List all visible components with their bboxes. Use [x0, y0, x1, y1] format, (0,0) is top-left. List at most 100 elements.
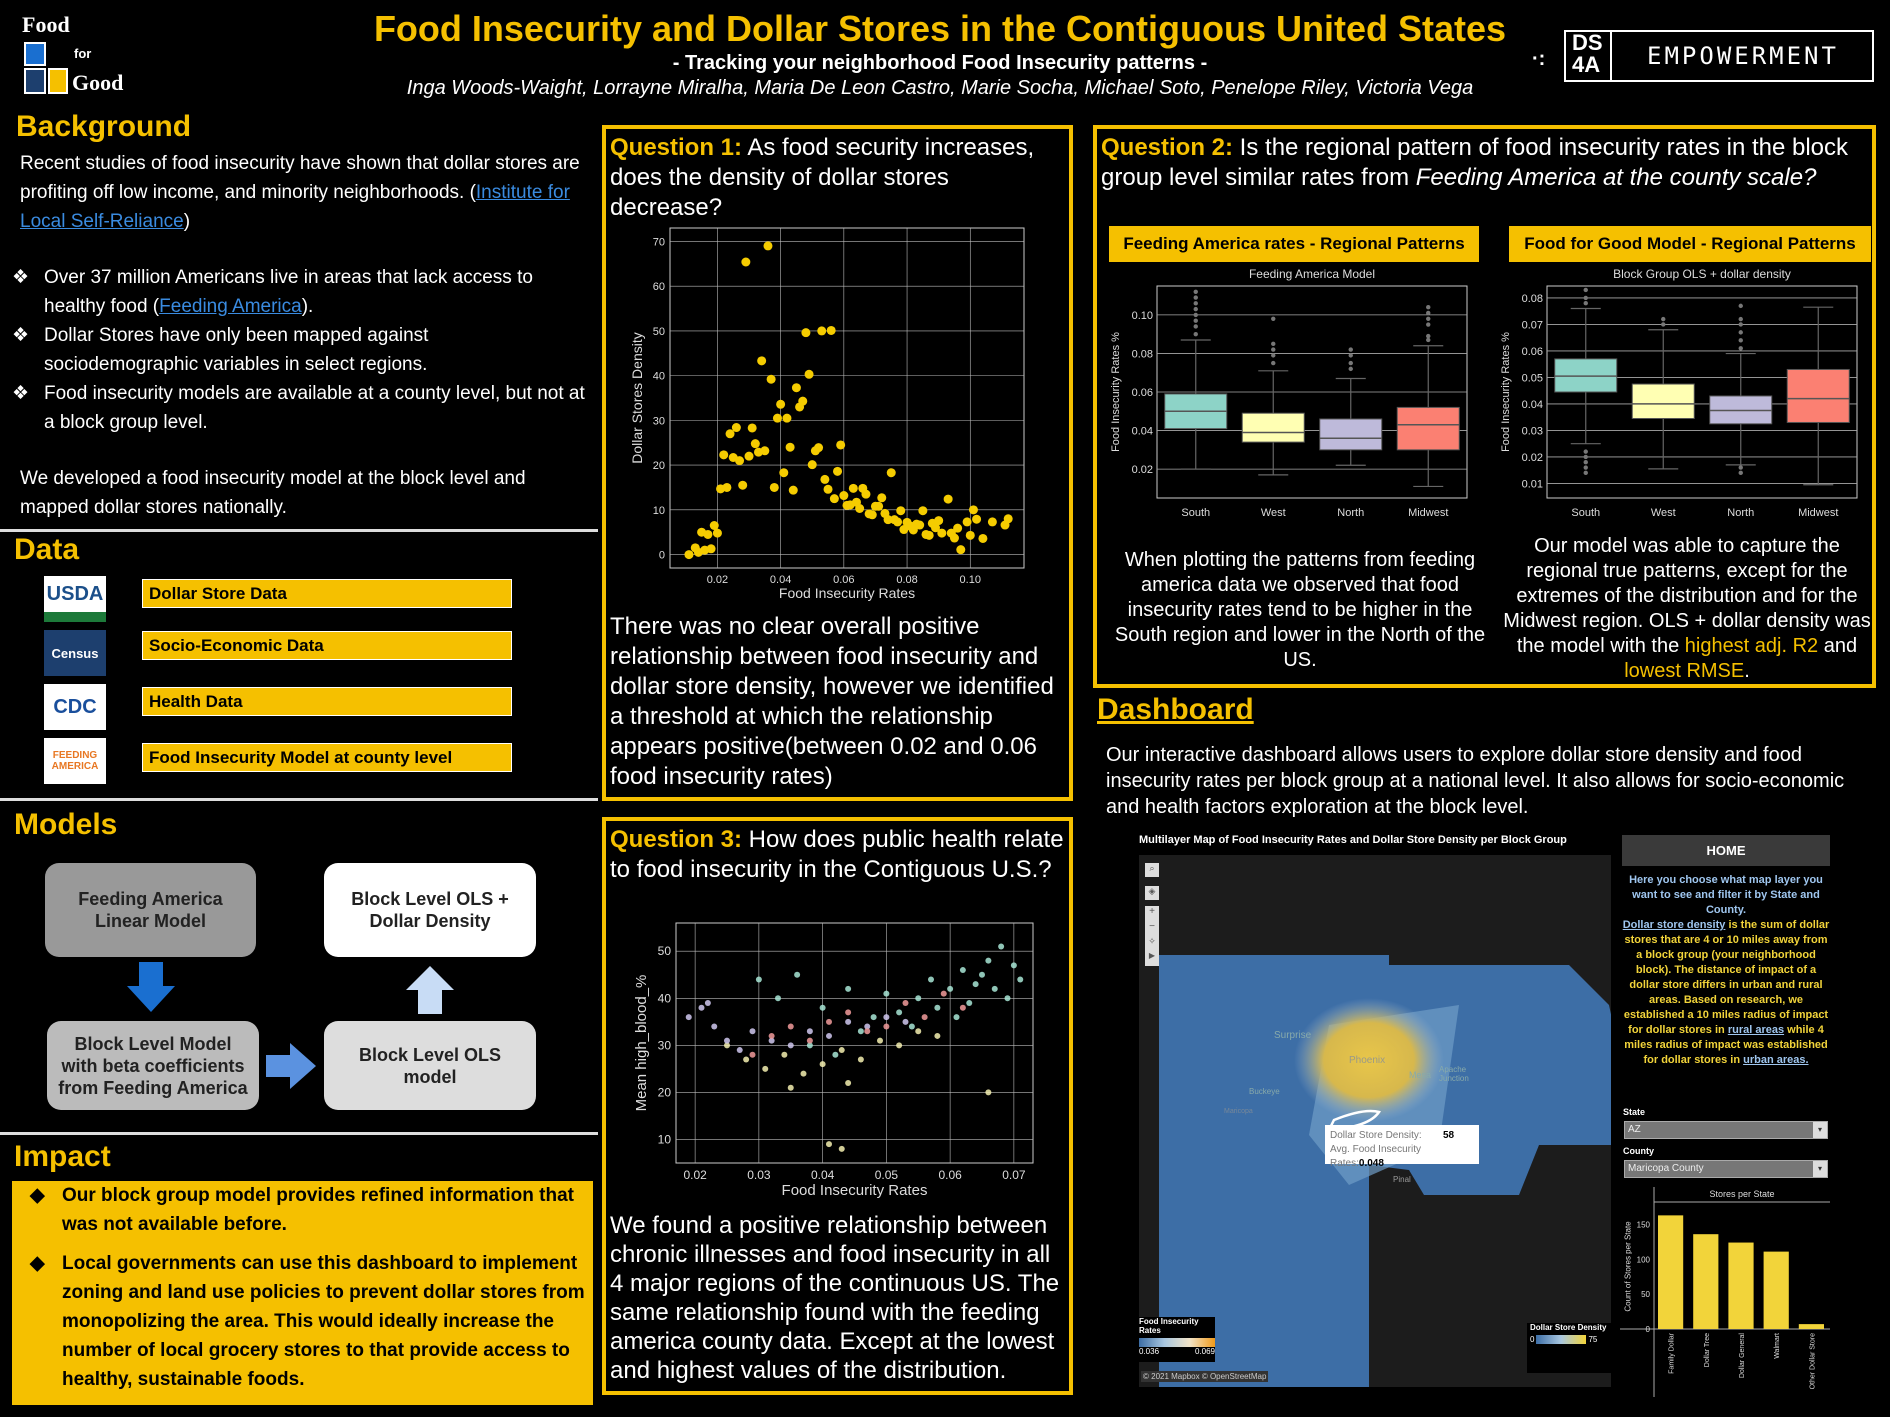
- state-label: State: [1623, 1107, 1646, 1117]
- data-point: [787, 1023, 794, 1030]
- data-point: [736, 1047, 743, 1054]
- legend-range: 0 75: [1530, 1335, 1611, 1344]
- outlier: [1193, 295, 1198, 300]
- plot-frame: [675, 922, 1034, 1164]
- data-point: [886, 468, 896, 478]
- data-point: [965, 530, 975, 540]
- impact-box: ◆ Our block group model provides refined …: [12, 1181, 593, 1405]
- data-point: [826, 1018, 832, 1025]
- question-body: Is the regional pattern of food insecuri…: [1101, 134, 1849, 191]
- legend-title: Food Insecurity Rates: [1139, 1317, 1199, 1335]
- data-point: [940, 990, 947, 997]
- feeding-america-link[interactable]: Feeding America: [159, 296, 302, 317]
- data-point: [836, 440, 846, 450]
- data-point: [902, 1018, 909, 1025]
- outlier: [1583, 465, 1588, 470]
- data-point: [807, 460, 817, 470]
- data-point: [857, 1056, 864, 1063]
- logo-word-for: for: [74, 46, 92, 61]
- impact-heading: Impact: [14, 1140, 111, 1173]
- search-icon[interactable]: ⌕: [1145, 863, 1159, 877]
- pin-icon[interactable]: ✧: [1145, 936, 1159, 951]
- urban-areas-link[interactable]: urban areas.: [1743, 1054, 1809, 1066]
- chevron-down-icon[interactable]: ▾: [1813, 1161, 1827, 1177]
- bullet-text: Over 37 million Americans live in areas …: [44, 263, 587, 321]
- state-value: AZ: [1628, 1124, 1641, 1135]
- data-point: [775, 995, 781, 1002]
- data-point: [845, 1018, 852, 1025]
- zoom-in-icon[interactable]: +: [1145, 906, 1159, 921]
- data-point: [861, 489, 871, 499]
- data-point: [915, 995, 922, 1002]
- data-point: [845, 1009, 852, 1016]
- ds4a-logo: ·: DS 4A EMPOWERMENT: [1532, 30, 1876, 82]
- dollar-store-density-link[interactable]: Dollar store density: [1622, 919, 1726, 931]
- state-select[interactable]: AZ ▾: [1624, 1121, 1828, 1139]
- place-label: Buckeye: [1249, 1087, 1280, 1096]
- x-tick-label: 0.02: [707, 574, 728, 586]
- y-tick-label: 0.08: [1522, 293, 1543, 305]
- data-point: [772, 413, 782, 423]
- x-tick-label: South: [1571, 507, 1600, 519]
- data-point: [953, 1014, 960, 1021]
- data-point: [931, 523, 940, 533]
- box-west: [1241, 412, 1305, 443]
- bar-0: [1658, 1215, 1684, 1329]
- play-icon[interactable]: ▶: [1145, 951, 1159, 966]
- chevron-down-icon[interactable]: ▾: [1813, 1122, 1827, 1138]
- data-point: [1003, 514, 1013, 524]
- x-axis-label: Food Insecurity Rates: [779, 585, 915, 601]
- y-tick-label: 0.01: [1522, 478, 1543, 490]
- logo-frame: [1564, 30, 1874, 82]
- outlier: [1738, 465, 1743, 470]
- place-label: Surprise: [1274, 1030, 1312, 1041]
- x-tick-label: 0.08: [896, 574, 917, 586]
- tooltip-row: Avg. Food Insecurity Rates:0.048: [1330, 1143, 1474, 1171]
- data-point: [749, 1028, 756, 1035]
- diamond-icon: ◆: [30, 1253, 45, 1274]
- county-label: County: [1623, 1146, 1654, 1156]
- finding-text: .: [1744, 660, 1750, 682]
- stores-chart-title: Stores per State: [1709, 1189, 1775, 1199]
- y-axis-label: Food Insecurity Rates %: [1110, 332, 1122, 452]
- data-point: [915, 1028, 922, 1035]
- data-point: [776, 399, 786, 409]
- y-tick-label: 0.06: [1522, 346, 1543, 358]
- food-for-good-boxplot: 0.01 0.02 0.03 0.04 0.05 0.06 0.07 0.08 Food Ins…: [1500, 285, 1858, 519]
- x-tick-label: Family Dollar: [1669, 1332, 1676, 1374]
- legend-range: 0.036 0.069: [1139, 1347, 1215, 1356]
- y-tick-label: 0.07: [1522, 319, 1543, 331]
- data-point: [979, 971, 985, 978]
- data-point: [712, 528, 722, 538]
- outlier: [1738, 330, 1743, 335]
- data-point: [769, 482, 779, 492]
- dashboard-info: Here you choose what map layer you want …: [1622, 873, 1830, 1068]
- data-point: [959, 967, 966, 974]
- outlier: [1661, 316, 1666, 322]
- rural-areas-link[interactable]: rural areas: [1727, 1024, 1785, 1036]
- ilsr-link[interactable]: Institute for Local Self-Reliance: [20, 182, 570, 232]
- dashboard-map[interactable]: Surprise Phoenix Mesa Apache Junction Bu…: [1139, 855, 1611, 1387]
- data-point: [704, 1000, 711, 1006]
- outlier: [1583, 460, 1588, 465]
- poster-subtitle: - Tracking your neighborhood Food Insecu…: [672, 52, 1208, 74]
- data-point: [725, 429, 735, 439]
- data-point: [806, 1037, 813, 1044]
- data-point: [782, 413, 792, 423]
- home-header[interactable]: HOME: [1622, 835, 1830, 866]
- layers-icon[interactable]: ◈: [1145, 886, 1159, 900]
- y-axis-label: Dollar Stores Density: [629, 332, 645, 464]
- finding-text: Our model was able to capture the region…: [1503, 535, 1871, 657]
- zoom-out-icon[interactable]: −: [1145, 921, 1159, 936]
- bar-4: [1798, 1324, 1824, 1329]
- data-point: [719, 450, 729, 460]
- outlier: [1271, 341, 1276, 347]
- data-point: [788, 485, 798, 495]
- data-point: [867, 510, 877, 520]
- data-point: [855, 504, 865, 513]
- data-point: [1017, 976, 1024, 983]
- bullet-icon: ❖: [12, 325, 30, 346]
- outlier: [1426, 322, 1431, 327]
- county-select[interactable]: Maricopa County ▾: [1624, 1160, 1828, 1178]
- question-3-panel: Question 3: How does public health relat…: [602, 817, 1073, 1395]
